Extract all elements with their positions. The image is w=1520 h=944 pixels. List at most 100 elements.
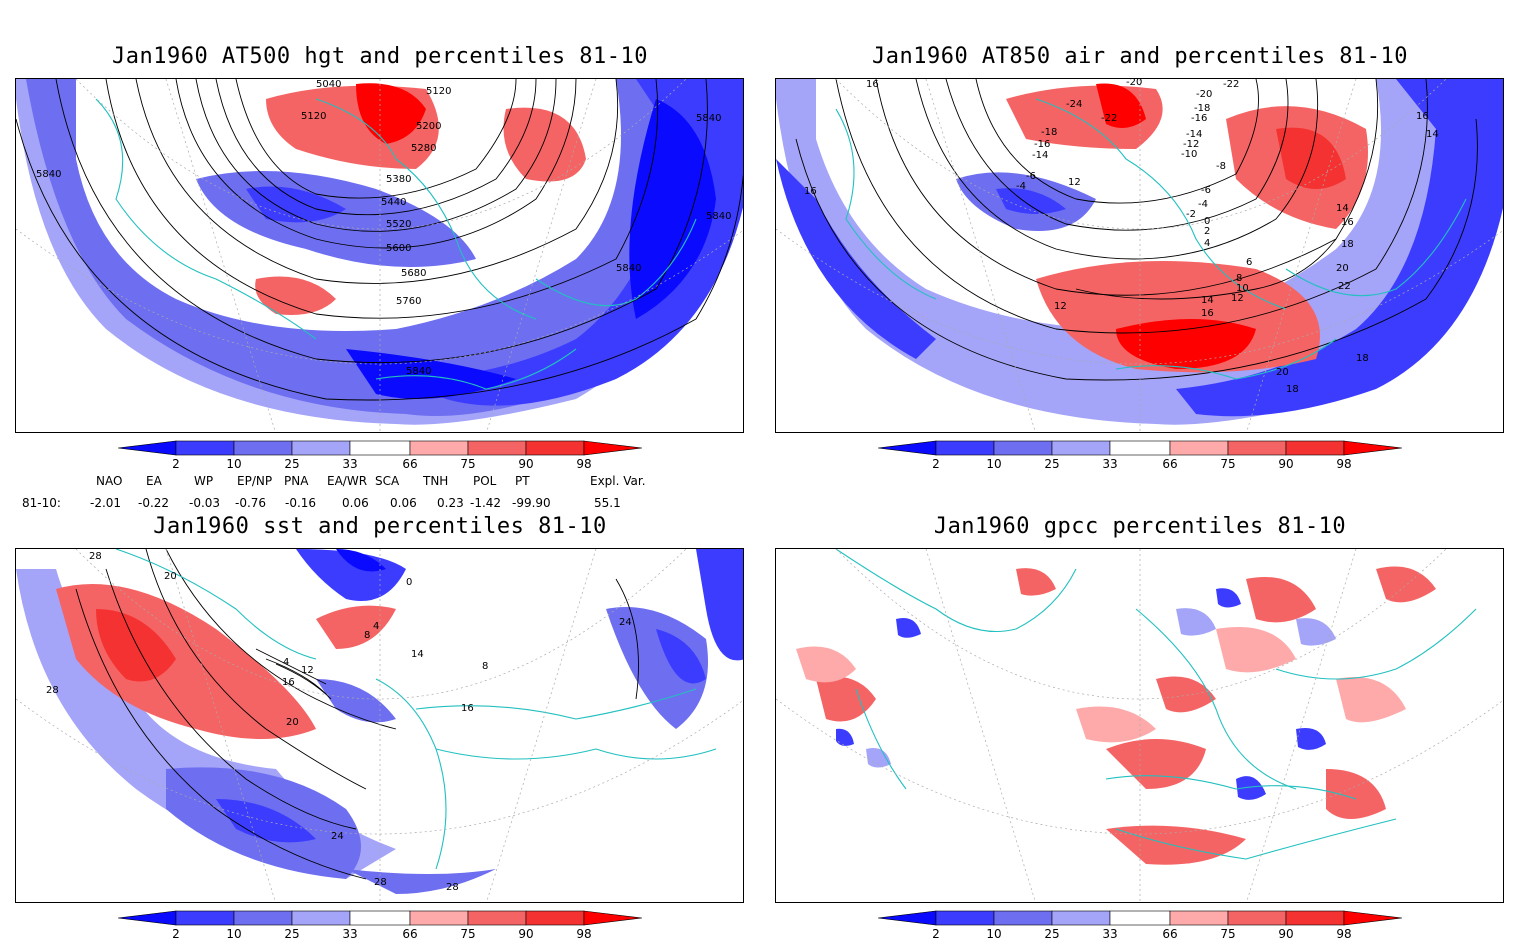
colorbar-segment bbox=[409, 910, 469, 926]
colorbar-segment bbox=[1227, 910, 1287, 926]
colorbar-segment bbox=[1169, 440, 1229, 456]
svg-text:20: 20 bbox=[164, 571, 177, 582]
colorbar-top-left: 2 10 25 33 66 75 90 98 bbox=[117, 440, 643, 471]
colorbar-tick-label: 66 bbox=[1162, 457, 1177, 470]
index-value-expl-var: 55.1 bbox=[594, 496, 621, 510]
svg-text:20: 20 bbox=[286, 717, 299, 728]
index-value-epnp: -0.76 bbox=[235, 496, 267, 510]
colorbar-segment bbox=[1051, 440, 1111, 456]
svg-text:-18: -18 bbox=[1194, 103, 1210, 114]
colorbar-tick-label: 75 bbox=[1220, 927, 1235, 940]
colorbar-segment bbox=[1227, 440, 1287, 456]
svg-text:5760: 5760 bbox=[396, 296, 421, 307]
index-value-sca: 0.06 bbox=[390, 496, 417, 510]
svg-text:-16: -16 bbox=[1034, 139, 1050, 150]
svg-text:12: 12 bbox=[301, 665, 314, 676]
colorbar-tick-label: 2 bbox=[172, 457, 180, 470]
svg-text:-4: -4 bbox=[1198, 199, 1208, 210]
colorbar-segment bbox=[1285, 910, 1345, 926]
svg-text:18: 18 bbox=[1286, 384, 1299, 395]
colorbar-arrow-high bbox=[583, 910, 643, 926]
colorbar-tick-label: 10 bbox=[226, 457, 241, 470]
colorbar-segment bbox=[525, 440, 585, 456]
colorbar-svg-bottom-left: 2 10 25 33 66 75 90 98 bbox=[117, 910, 643, 941]
svg-text:-6: -6 bbox=[1026, 171, 1036, 182]
index-header-sca: SCA bbox=[375, 474, 400, 488]
colorbar-tick-label: 25 bbox=[1044, 457, 1059, 470]
svg-text:16: 16 bbox=[866, 79, 879, 90]
map-panel-hgt500: 5040 5120 5120 5200 5280 5380 5440 5520 … bbox=[15, 78, 744, 433]
svg-text:22: 22 bbox=[1338, 281, 1351, 292]
colorbar-tick-label: 98 bbox=[1336, 927, 1351, 940]
colorbar-segment bbox=[1169, 910, 1229, 926]
map-svg-gpcc bbox=[776, 549, 1503, 902]
svg-text:10: 10 bbox=[1236, 283, 1249, 294]
svg-text:14: 14 bbox=[411, 649, 424, 660]
colorbar-segment bbox=[467, 910, 527, 926]
colorbar-arrow-high bbox=[1343, 910, 1403, 926]
colorbar-tick-label: 10 bbox=[986, 927, 1001, 940]
svg-text:8: 8 bbox=[482, 661, 488, 672]
colorbar-tick-label: 33 bbox=[342, 927, 357, 940]
colorbar-segment bbox=[175, 440, 235, 456]
svg-text:5440: 5440 bbox=[381, 197, 406, 208]
svg-text:12: 12 bbox=[1068, 177, 1081, 188]
colorbar-tick-label: 75 bbox=[460, 927, 475, 940]
svg-text:4: 4 bbox=[1204, 238, 1210, 249]
svg-text:8: 8 bbox=[364, 630, 370, 641]
svg-text:0: 0 bbox=[1204, 216, 1210, 227]
colorbar-segment bbox=[233, 910, 293, 926]
map-svg-sst: 28 20 0 4 8 4 12 16 20 24 28 28 16 24 28… bbox=[16, 549, 743, 902]
colorbar-segment bbox=[291, 440, 351, 456]
index-header-wp: WP bbox=[194, 474, 214, 488]
map-panel-sst: 28 20 0 4 8 4 12 16 20 24 28 28 16 24 28… bbox=[15, 548, 744, 903]
svg-text:5200: 5200 bbox=[416, 121, 441, 132]
colorbar-tick-label: 33 bbox=[342, 457, 357, 470]
svg-text:-20: -20 bbox=[1126, 79, 1142, 88]
svg-text:-2: -2 bbox=[1186, 209, 1196, 220]
colorbar-segment bbox=[993, 440, 1053, 456]
colorbar-segment bbox=[935, 910, 995, 926]
teleconnection-index-table: NAO EA WP EP/NP PNA EA/WR SCA TNH POL PT… bbox=[0, 474, 760, 514]
index-header-epnp: EP/NP bbox=[237, 474, 273, 488]
svg-text:16: 16 bbox=[1201, 308, 1214, 319]
svg-text:-12: -12 bbox=[1183, 139, 1199, 150]
colorbar-segment bbox=[233, 440, 293, 456]
index-header-tnh: TNH bbox=[423, 474, 449, 488]
panel-title-air850: Jan1960 AT850 air and percentiles 81-10 bbox=[871, 44, 1409, 69]
colorbar-segment bbox=[993, 910, 1053, 926]
svg-text:28: 28 bbox=[46, 685, 59, 696]
svg-text:14: 14 bbox=[1336, 203, 1349, 214]
colorbar-tick-label: 33 bbox=[1102, 927, 1117, 940]
colorbar-tick-label: 90 bbox=[518, 457, 533, 470]
colorbar-segment bbox=[291, 910, 351, 926]
svg-text:5120: 5120 bbox=[426, 86, 451, 97]
index-value-ea: -0.22 bbox=[138, 496, 170, 510]
svg-text:-14: -14 bbox=[1186, 129, 1202, 140]
colorbar-tick-label: 90 bbox=[518, 927, 533, 940]
colorbar-bottom-left: 2 10 25 33 66 75 90 98 bbox=[117, 910, 643, 941]
index-header-eawr: EA/WR bbox=[327, 474, 368, 488]
colorbar-tick-label: 10 bbox=[986, 457, 1001, 470]
svg-text:12: 12 bbox=[1054, 301, 1067, 312]
svg-text:28: 28 bbox=[446, 882, 459, 893]
colorbar-arrow-high bbox=[583, 440, 643, 456]
svg-text:-14: -14 bbox=[1032, 150, 1048, 161]
svg-text:24: 24 bbox=[619, 617, 632, 628]
svg-text:4: 4 bbox=[283, 657, 289, 668]
svg-text:0: 0 bbox=[406, 577, 412, 588]
svg-text:18: 18 bbox=[1341, 239, 1354, 250]
svg-text:5840: 5840 bbox=[36, 169, 61, 180]
map-panel-gpcc bbox=[775, 548, 1504, 903]
svg-text:5840: 5840 bbox=[406, 366, 431, 377]
colorbar-tick-label: 2 bbox=[932, 457, 940, 470]
svg-text:-22: -22 bbox=[1223, 79, 1239, 90]
svg-text:20: 20 bbox=[1336, 263, 1349, 274]
svg-text:5680: 5680 bbox=[401, 268, 426, 279]
index-header-pna: PNA bbox=[284, 474, 309, 488]
svg-text:-18: -18 bbox=[1041, 127, 1057, 138]
index-header-nao: NAO bbox=[96, 474, 123, 488]
index-value-pt: -99.90 bbox=[512, 496, 551, 510]
colorbar-arrow-low bbox=[877, 910, 937, 926]
index-value-eawr: 0.06 bbox=[342, 496, 369, 510]
